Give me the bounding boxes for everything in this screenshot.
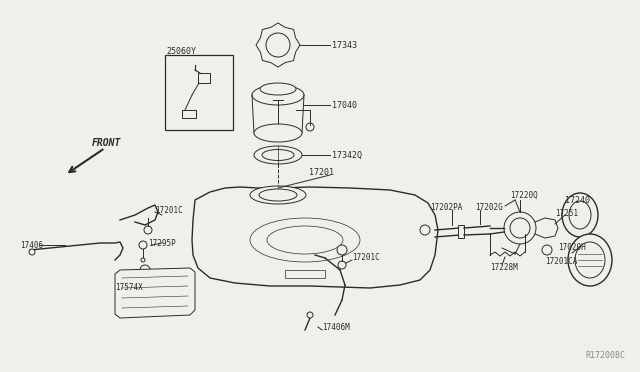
Bar bbox=[165, 55, 233, 130]
Text: 17295P: 17295P bbox=[148, 238, 176, 247]
Circle shape bbox=[338, 261, 346, 269]
Ellipse shape bbox=[569, 201, 591, 229]
Ellipse shape bbox=[504, 212, 536, 244]
Text: 17201C: 17201C bbox=[352, 253, 380, 263]
Bar bbox=[198, 73, 210, 83]
Polygon shape bbox=[115, 268, 195, 318]
Ellipse shape bbox=[510, 218, 530, 238]
Circle shape bbox=[142, 282, 148, 288]
Ellipse shape bbox=[259, 189, 297, 201]
Ellipse shape bbox=[262, 150, 294, 160]
Circle shape bbox=[307, 312, 313, 318]
Bar bbox=[458, 225, 464, 238]
Text: 25060Y: 25060Y bbox=[166, 46, 196, 55]
Text: 17574X: 17574X bbox=[115, 283, 143, 292]
Text: 17040: 17040 bbox=[332, 100, 357, 109]
Text: 17343: 17343 bbox=[332, 41, 357, 49]
Text: 17251: 17251 bbox=[555, 208, 578, 218]
Ellipse shape bbox=[568, 234, 612, 286]
Circle shape bbox=[420, 225, 430, 235]
Text: 17202PA: 17202PA bbox=[430, 202, 462, 212]
Circle shape bbox=[140, 265, 150, 275]
Ellipse shape bbox=[254, 124, 302, 142]
Text: 17201: 17201 bbox=[309, 167, 334, 176]
Polygon shape bbox=[192, 187, 438, 288]
Text: 17228M: 17228M bbox=[490, 263, 518, 273]
Text: 17201C: 17201C bbox=[155, 205, 183, 215]
Text: 17406: 17406 bbox=[20, 241, 43, 250]
Ellipse shape bbox=[575, 242, 605, 278]
Ellipse shape bbox=[250, 186, 306, 204]
Text: R172008C: R172008C bbox=[585, 351, 625, 360]
Text: 17406M: 17406M bbox=[322, 324, 349, 333]
Circle shape bbox=[542, 245, 552, 255]
Polygon shape bbox=[256, 23, 300, 67]
Ellipse shape bbox=[252, 85, 304, 105]
Text: FRONT: FRONT bbox=[92, 138, 122, 148]
Circle shape bbox=[139, 241, 147, 249]
Text: 17202G: 17202G bbox=[475, 202, 503, 212]
Ellipse shape bbox=[254, 146, 302, 164]
Bar bbox=[285, 270, 325, 278]
Circle shape bbox=[144, 226, 152, 234]
Bar bbox=[182, 110, 196, 118]
Text: 17020H: 17020H bbox=[558, 243, 586, 251]
Circle shape bbox=[266, 33, 290, 57]
Circle shape bbox=[29, 249, 35, 255]
Ellipse shape bbox=[260, 83, 296, 95]
Ellipse shape bbox=[562, 193, 598, 237]
Circle shape bbox=[141, 258, 145, 262]
Text: 17342Q: 17342Q bbox=[332, 151, 362, 160]
Circle shape bbox=[337, 245, 347, 255]
Text: 17220Q: 17220Q bbox=[510, 190, 538, 199]
Text: 17240: 17240 bbox=[565, 196, 590, 205]
Text: 17201CA: 17201CA bbox=[545, 257, 577, 266]
Ellipse shape bbox=[267, 226, 343, 254]
Ellipse shape bbox=[250, 218, 360, 262]
